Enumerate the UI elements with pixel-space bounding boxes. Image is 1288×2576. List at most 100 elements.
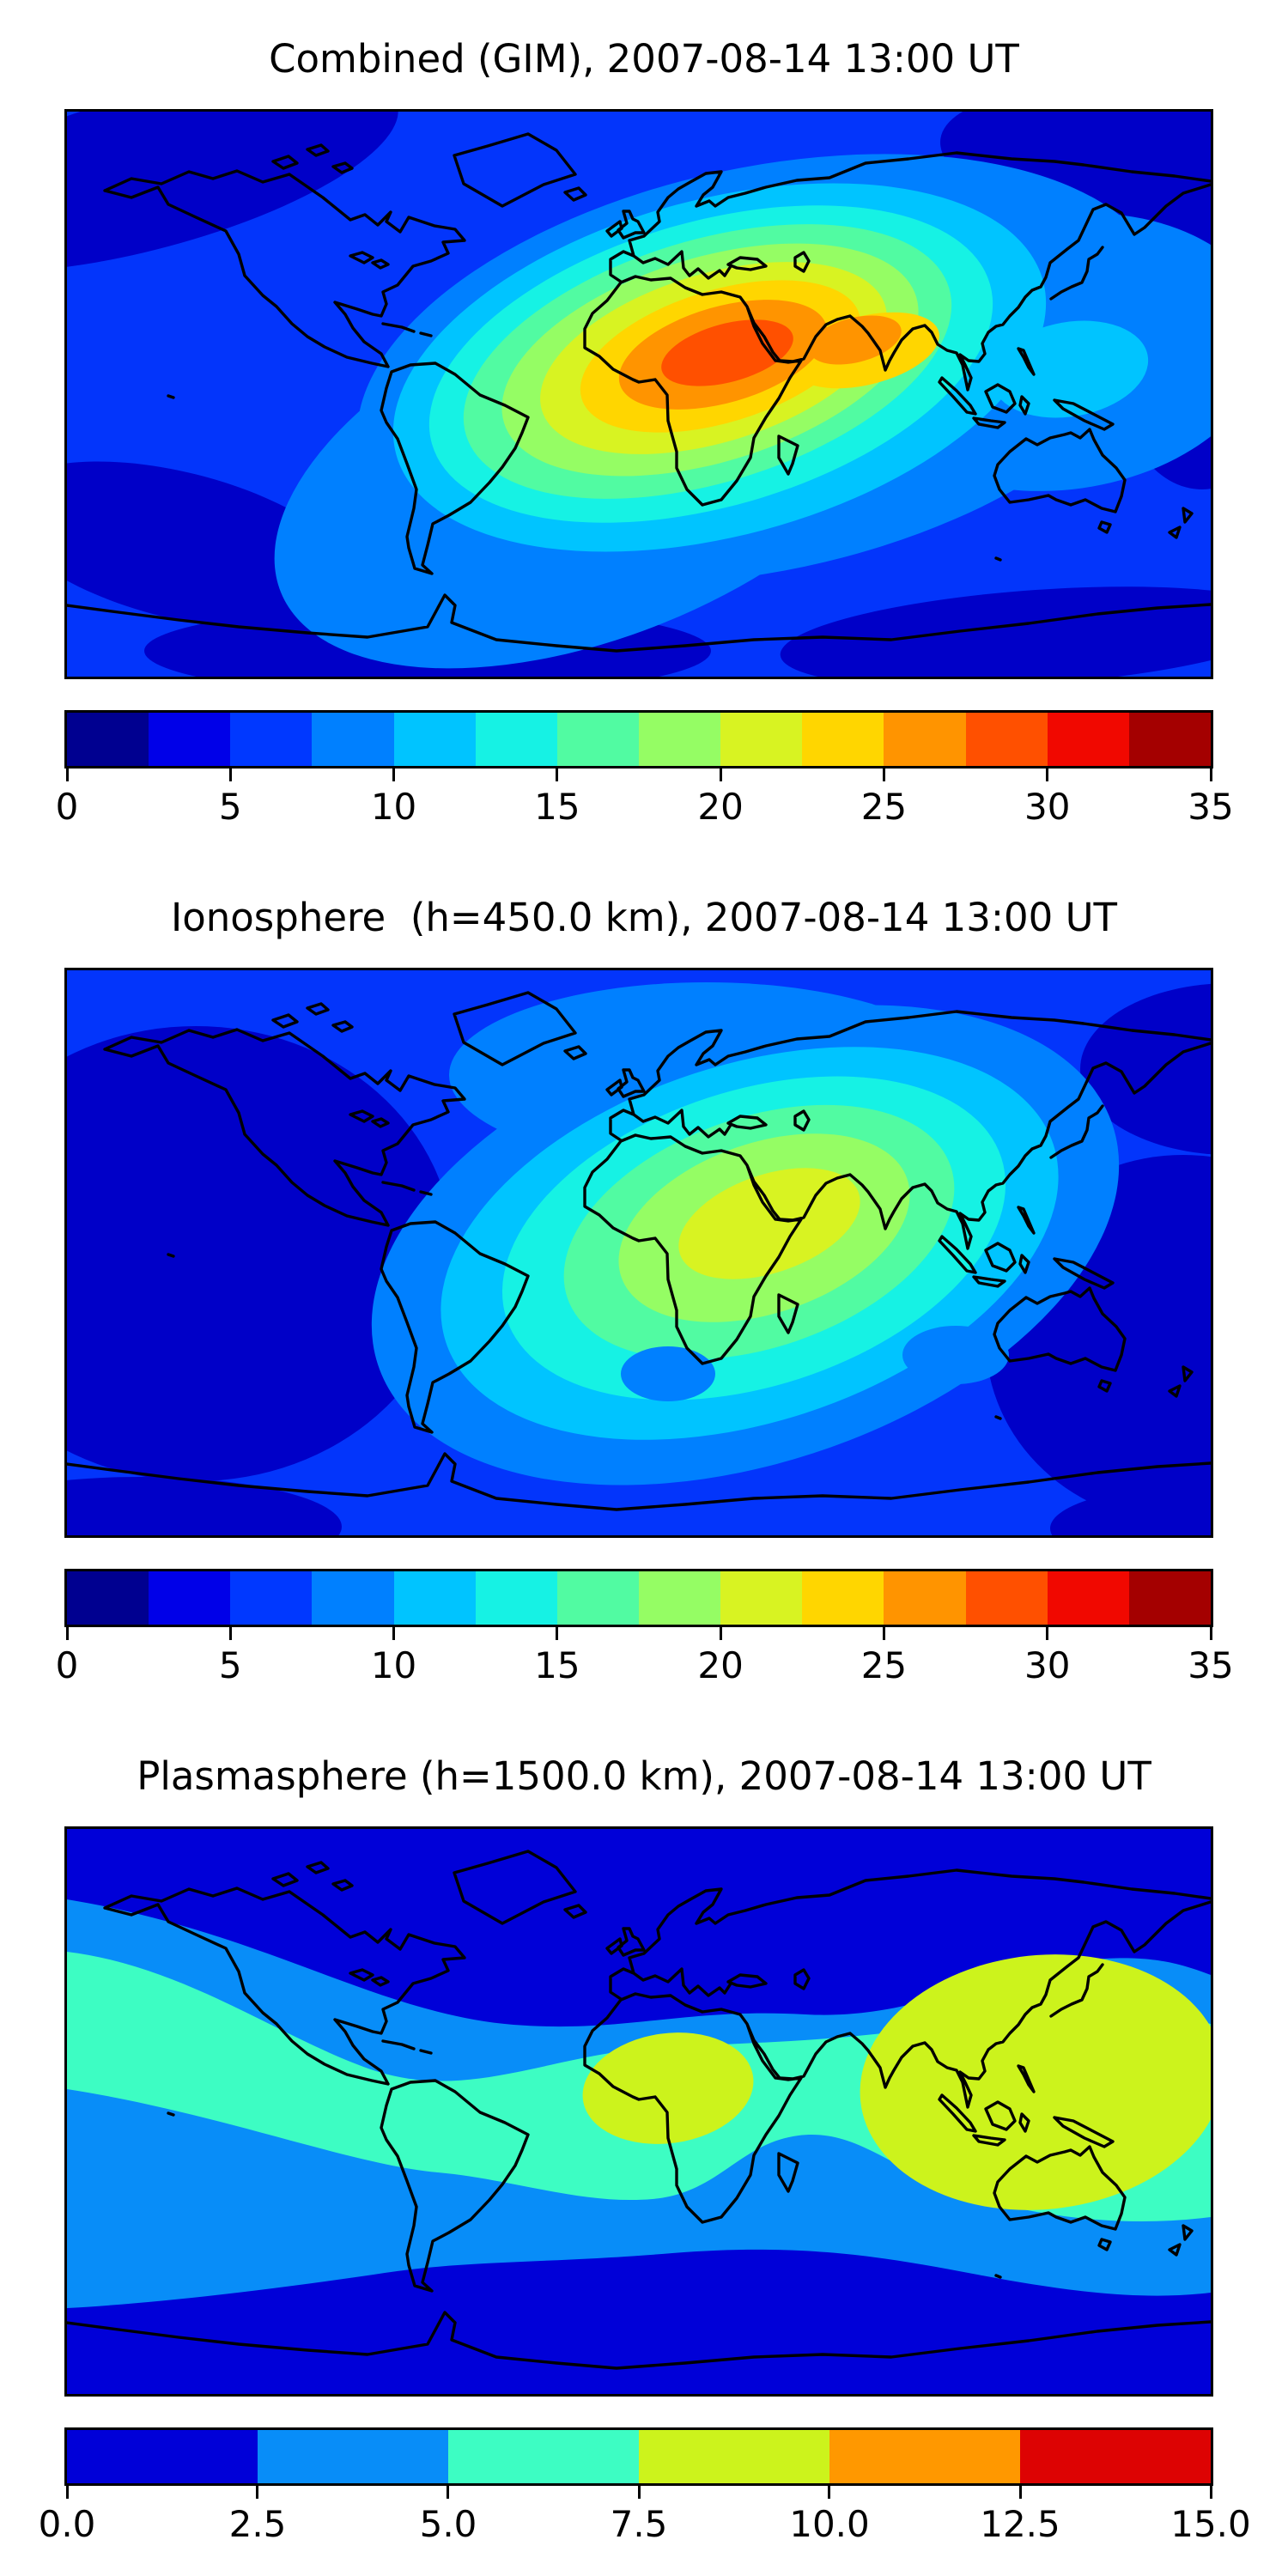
colorbar-tick bbox=[392, 769, 396, 781]
colorbar-tick-label: 30 bbox=[1024, 786, 1071, 828]
panel-title: Combined (GIM), 2007-08-14 13:00 UT bbox=[269, 36, 1019, 82]
colorbar-segment bbox=[475, 1571, 557, 1625]
colorbar-tick bbox=[447, 2486, 450, 2499]
contour-region bbox=[780, 586, 1211, 677]
colorbar-tick-label: 5 bbox=[218, 1644, 242, 1686]
colorbar-axis: 0 5 10 15 20 25 30 35 bbox=[56, 1627, 1234, 1692]
colorbar-tick-label: 15 bbox=[534, 786, 580, 828]
colorbar-tick-label: 20 bbox=[697, 786, 744, 828]
contour-region bbox=[67, 1026, 453, 1481]
contour-map-svg bbox=[67, 112, 1211, 677]
colorbar-segment bbox=[312, 1571, 394, 1625]
colorbar-segment bbox=[720, 1571, 803, 1625]
colorbar-tick-label: 15 bbox=[534, 1644, 580, 1686]
colorbar-segment bbox=[1128, 713, 1211, 766]
colorbar-tick bbox=[719, 1627, 722, 1640]
colorbar-tick bbox=[1046, 769, 1049, 781]
colorbar-tick-label: 10 bbox=[370, 786, 417, 828]
colorbar-segment bbox=[720, 713, 803, 766]
colorbar-tick bbox=[228, 1627, 232, 1640]
contour-region bbox=[621, 1346, 715, 1401]
colorbar-tick bbox=[882, 769, 885, 781]
colorbar-tick-label: 25 bbox=[860, 786, 908, 828]
colorbar-tick-label: 5.0 bbox=[419, 2503, 477, 2545]
contour-region bbox=[67, 461, 359, 629]
colorbar-segment bbox=[393, 713, 476, 766]
panel-title: Plasmasphere (h=1500.0 km), 2007-08-14 1… bbox=[137, 1753, 1151, 1799]
colorbar bbox=[64, 1569, 1213, 1627]
coastline bbox=[67, 991, 1211, 1511]
contour-map-svg bbox=[67, 970, 1211, 1535]
panel-title: Ionosphere (h=450.0 km), 2007-08-14 13:0… bbox=[170, 895, 1118, 940]
colorbar-tick bbox=[228, 769, 232, 781]
colorbar-segment bbox=[149, 713, 231, 766]
panel-plasmasphere: Plasmasphere (h=1500.0 km), 2007-08-14 1… bbox=[0, 1717, 1288, 2576]
colorbar-tick bbox=[1209, 2486, 1212, 2499]
colorbar-tick bbox=[1046, 1627, 1049, 1640]
colorbar-segment bbox=[67, 713, 149, 766]
colorbar-segment bbox=[67, 2430, 258, 2483]
colorbar-segment bbox=[802, 1571, 884, 1625]
coastline bbox=[67, 132, 1211, 653]
colorbar-tick-label: 0 bbox=[55, 1644, 79, 1686]
colorbar-tick-label: 30 bbox=[1024, 1644, 1071, 1686]
colorbar-tick bbox=[392, 1627, 396, 1640]
colorbar-segment bbox=[448, 2430, 639, 2483]
colorbar-tick-label: 15.0 bbox=[1170, 2503, 1251, 2545]
colorbar-tick-label: 0.0 bbox=[38, 2503, 96, 2545]
colorbar-segment bbox=[149, 1571, 231, 1625]
world-map-ionosphere bbox=[64, 968, 1213, 1538]
colorbar-tick bbox=[637, 2486, 641, 2499]
colorbar-segment bbox=[965, 713, 1048, 766]
colorbar-tick bbox=[556, 1627, 559, 1640]
colorbar bbox=[64, 710, 1213, 769]
colorbar-segment bbox=[638, 1571, 721, 1625]
colorbar-tick-label: 7.5 bbox=[610, 2503, 668, 2545]
contour-region bbox=[991, 320, 1149, 418]
colorbar-segment bbox=[258, 2430, 448, 2483]
colorbar-segment bbox=[67, 1571, 149, 1625]
colorbar-tick-label: 25 bbox=[860, 1644, 908, 1686]
colorbar-segment bbox=[829, 2430, 1020, 2483]
contour-region bbox=[582, 2032, 754, 2144]
panel-ionosphere: Ionosphere (h=450.0 km), 2007-08-14 13:0… bbox=[0, 859, 1288, 1717]
colorbar-segment bbox=[884, 713, 966, 766]
colorbar-segment bbox=[556, 1571, 639, 1625]
panel-combined-gim: Combined (GIM), 2007-08-14 13:00 UT 0 5 10… bbox=[0, 0, 1288, 859]
colorbar-tick-label: 2.5 bbox=[228, 2503, 287, 2545]
colorbar-segment bbox=[638, 713, 721, 766]
colorbar-segment bbox=[1047, 713, 1129, 766]
colorbar-tick bbox=[1209, 1627, 1212, 1640]
coastline bbox=[67, 1850, 1211, 2370]
colorbar-tick-label: 5 bbox=[218, 786, 242, 828]
contour-region bbox=[67, 1477, 342, 1535]
colorbar-tick-label: 0 bbox=[55, 786, 79, 828]
colorbar-segment bbox=[312, 713, 394, 766]
colorbar-segment bbox=[556, 713, 639, 766]
colorbar-tick bbox=[828, 2486, 831, 2499]
contour-region bbox=[809, 315, 902, 365]
colorbar-segment bbox=[230, 1571, 313, 1625]
colorbar-segment bbox=[1020, 2430, 1211, 2483]
colorbar-tick bbox=[65, 769, 69, 781]
colorbar-segment bbox=[475, 713, 557, 766]
colorbar-tick-label: 35 bbox=[1188, 1644, 1234, 1686]
contour-map-svg bbox=[67, 1829, 1211, 2394]
world-map-combined bbox=[64, 109, 1213, 679]
colorbar-axis: 0 5 10 15 20 25 30 35 bbox=[56, 769, 1234, 833]
colorbar-segment bbox=[230, 713, 313, 766]
colorbar-tick bbox=[556, 769, 559, 781]
colorbar-tick-label: 10.0 bbox=[789, 2503, 870, 2545]
colorbar-segment bbox=[965, 1571, 1048, 1625]
colorbar-tick-label: 10 bbox=[370, 1644, 417, 1686]
world-map-plasmasphere bbox=[64, 1826, 1213, 2397]
colorbar-axis: 0.0 2.5 5.0 7.5 10.0 12.5 15.0 bbox=[39, 2486, 1251, 2550]
colorbar-segment bbox=[639, 2430, 829, 2483]
colorbar-tick bbox=[1018, 2486, 1022, 2499]
colorbar-tick bbox=[256, 2486, 259, 2499]
colorbar-segment bbox=[802, 713, 884, 766]
colorbar-tick bbox=[1209, 769, 1212, 781]
contour-region bbox=[67, 112, 398, 272]
contour-region bbox=[860, 1954, 1211, 2210]
colorbar-segment bbox=[393, 1571, 476, 1625]
